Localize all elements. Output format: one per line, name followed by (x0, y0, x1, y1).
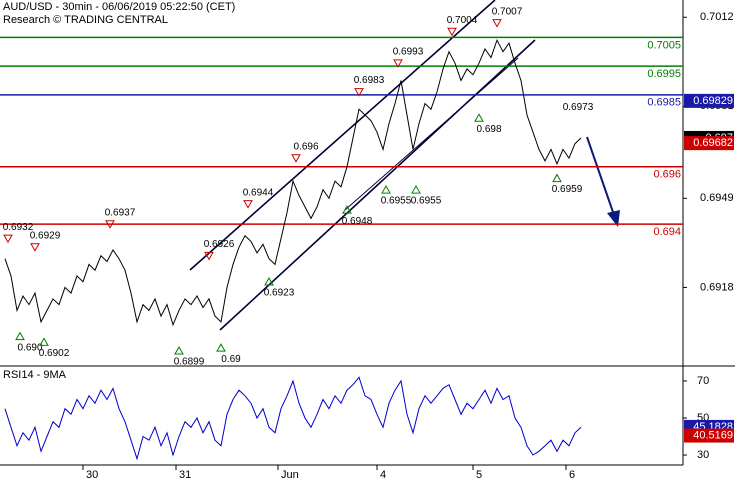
swing-label: 0.6983 (354, 75, 385, 86)
swing-high-marker (204, 251, 214, 261)
swing-low-marker (15, 331, 25, 341)
swing-low-marker (174, 346, 184, 355)
swing-label: 0.6932 (3, 222, 34, 233)
chart-subtitle: Research © TRADING CENTRAL (3, 14, 168, 26)
level-label: 0.694 (653, 226, 681, 238)
level-label: 0.696 (653, 169, 681, 181)
swing-low-marker (264, 277, 274, 286)
channel-inner (344, 57, 519, 211)
swing-low-marker (216, 343, 226, 352)
indicator-title: RSI14 - 9MA (3, 369, 67, 381)
swing-low-marker (474, 113, 484, 122)
swing-label: 0.6959 (552, 184, 583, 195)
price-tag-label: 0.69682 (693, 137, 733, 149)
swing-label: 0.6926 (204, 239, 235, 250)
swing-label: 0.6993 (393, 46, 424, 57)
swing-label: 0.6973 (563, 102, 594, 113)
swing-high-marker (354, 88, 364, 97)
swing-low-marker (39, 337, 49, 346)
chart-title: AUD/USD - 30min - 06/06/2019 05:22:50 (C… (3, 1, 235, 13)
swing-high-marker (3, 234, 13, 244)
indicator-tick-label: 70 (697, 375, 709, 387)
channel-upper (189, 0, 496, 271)
indicator-line (4, 376, 582, 461)
frame (0, 0, 735, 466)
swing-label: 0.6923 (264, 288, 295, 299)
x-tick-label: 4 (380, 469, 386, 480)
swing-label: 0.6937 (105, 207, 136, 218)
swing-low-marker (342, 205, 352, 214)
arrow-shaft (586, 136, 615, 216)
swing-low-marker (381, 185, 391, 194)
swing-label: 0.69 (221, 354, 241, 365)
swing-label: 0.6944 (243, 187, 274, 198)
y-tick-label: 0.6949 (700, 192, 734, 204)
swing-label: 0.696 (293, 141, 318, 152)
swing-high-marker (447, 27, 457, 37)
y-tick-label: 0.7012 (700, 11, 734, 23)
level-label: 0.7005 (647, 39, 681, 51)
swing-high-marker (291, 154, 301, 163)
swing-label: 0.6899 (174, 357, 205, 368)
swing-high-marker (105, 220, 115, 229)
swing-label: 0.6902 (39, 348, 70, 359)
projection-arrow (586, 136, 620, 227)
indicator-tag-label: 40.5169 (693, 429, 733, 441)
swing-label: 0.6948 (342, 216, 373, 227)
swing-high-marker (393, 59, 403, 68)
swing-high-marker (30, 243, 40, 252)
x-tick-label: 30 (86, 469, 98, 480)
swing-high-marker (243, 200, 253, 209)
arrow-head (607, 210, 620, 227)
x-tick-label: 5 (476, 469, 482, 480)
swing-label: 0.7004 (447, 15, 478, 26)
level-label: 0.6985 (647, 97, 681, 109)
price-tag-label: 0.69829 (693, 95, 733, 107)
level-label: 0.6995 (647, 68, 681, 80)
swing-label: 0.7007 (492, 6, 523, 17)
swing-label: 0.698 (476, 124, 501, 135)
channel-lower (219, 39, 536, 331)
swing-label: 0.6955 (411, 196, 442, 207)
swing-high-marker (492, 19, 502, 28)
indicator-tag (684, 428, 734, 443)
y-tick-label: 0.6918 (700, 281, 734, 293)
price-line (4, 38, 582, 327)
swing-low-marker (552, 173, 562, 183)
channel (189, 0, 536, 331)
indicator-tick-label: 30 (697, 449, 709, 461)
x-tick-label: Jun (281, 469, 299, 480)
x-tick-label: 6 (569, 469, 575, 480)
swing-low-marker (411, 185, 421, 194)
swing-label: 0.6955 (381, 196, 412, 207)
x-tick-label: 31 (179, 469, 191, 480)
swing-label: 0.690 (17, 342, 42, 353)
swing-label: 0.6929 (30, 230, 61, 241)
price-tag (684, 93, 734, 108)
price-tag (684, 136, 734, 151)
